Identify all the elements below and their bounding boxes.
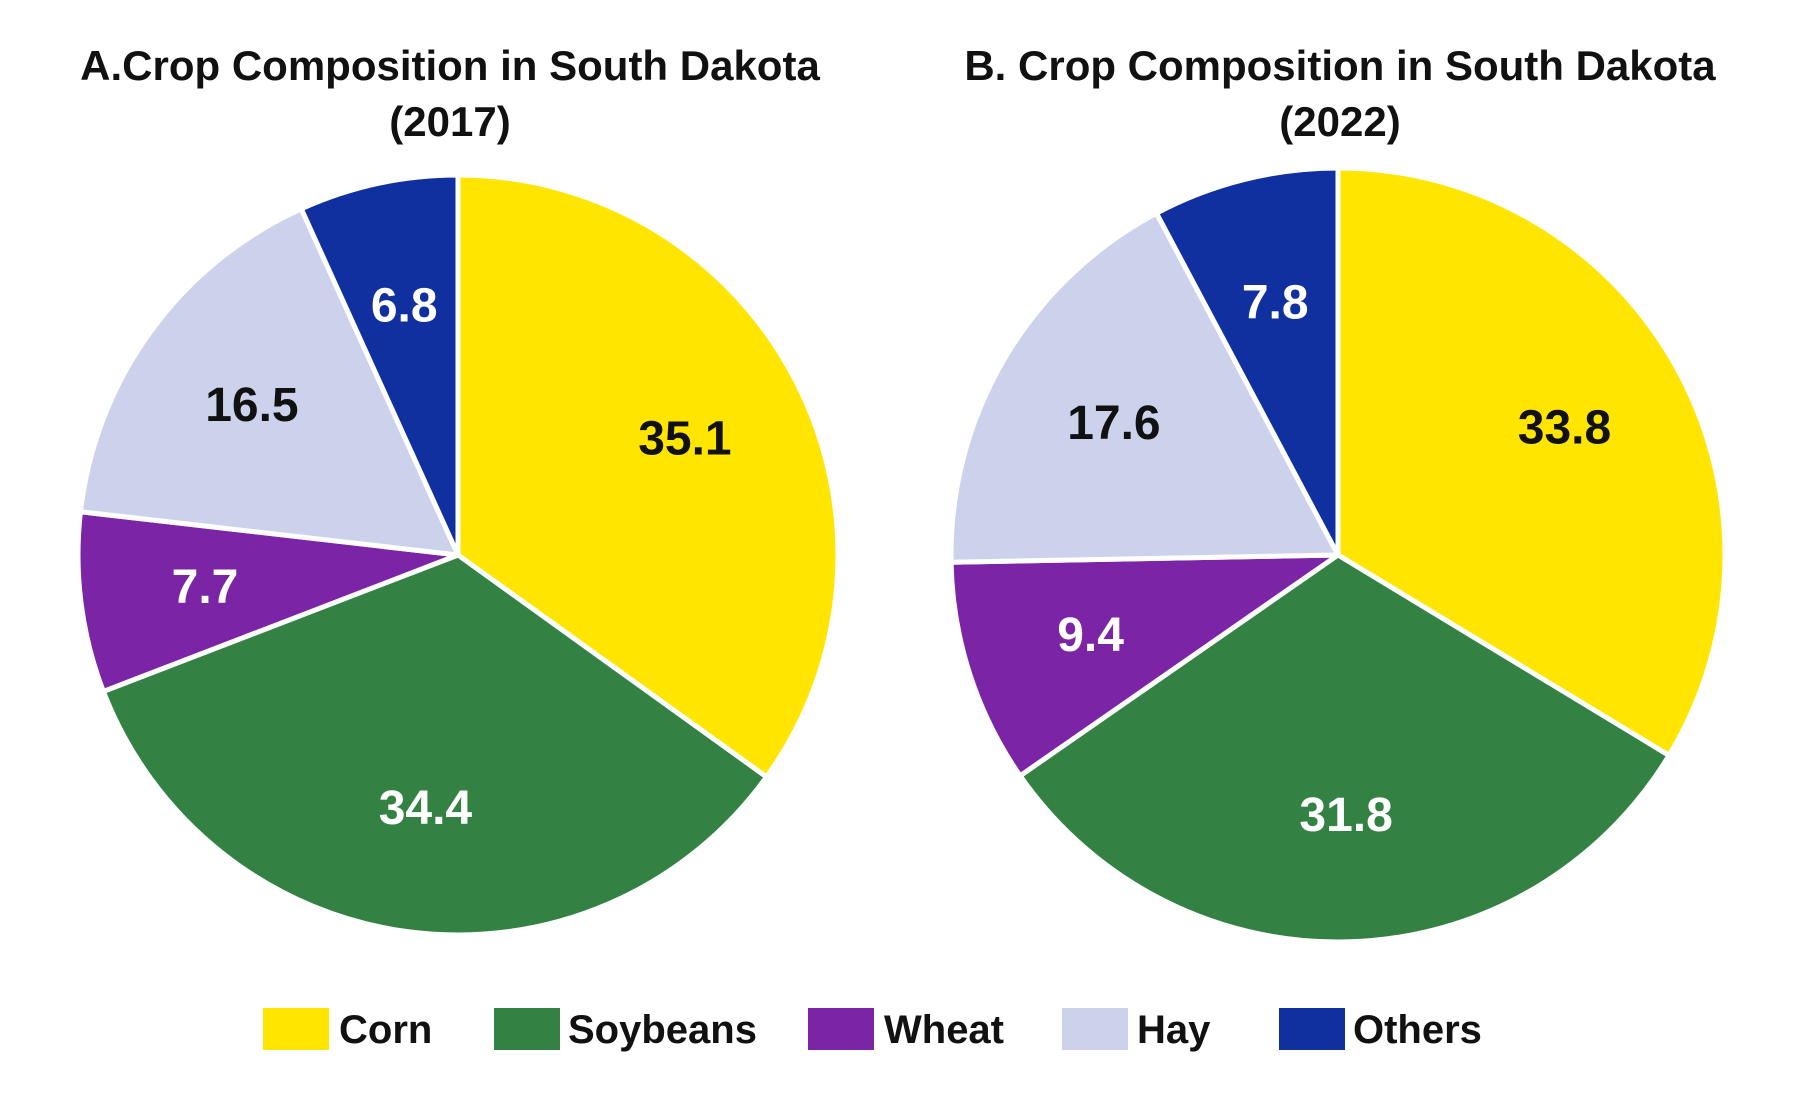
pie-b-slice-others [1154, 165, 1341, 558]
legend-swatch-soybeans [494, 1008, 560, 1050]
legend-swatch-corn [263, 1008, 329, 1050]
pie-a-slice-soybeans [100, 552, 769, 938]
legend-swatch-wheat [808, 1008, 874, 1050]
pie-b-slices [948, 165, 1728, 945]
pie-a-slice-others [298, 172, 461, 558]
legend-swatch-hay [1062, 1008, 1128, 1050]
pie-a-label-soybeans: 34.4 [379, 782, 473, 835]
pie-a-slice-corn [455, 172, 841, 780]
pie-b-labels: 33.8 31.8 9.4 17.6 7.8 [1057, 277, 1611, 842]
pie-a-slice-hay [77, 206, 461, 558]
legend-label-wheat: Wheat [884, 1008, 1004, 1052]
chart-a-title-line2: (2017) [389, 98, 510, 145]
pie-a-label-hay: 16.5 [205, 379, 298, 432]
pie-a-labels: 35.1 34.4 7.7 16.5 6.8 [172, 280, 732, 835]
legend: Corn Soybeans Wheat Hay Others [263, 1008, 1482, 1052]
pie-b-label-soybeans: 31.8 [1299, 789, 1392, 842]
legend-swatch-others [1279, 1008, 1345, 1050]
pie-a-slice-wheat [75, 509, 461, 694]
legend-label-hay: Hay [1137, 1008, 1211, 1052]
legend-label-corn: Corn [339, 1008, 432, 1052]
chart-b-title-line2: (2022) [1279, 98, 1400, 145]
pie-b-label-others: 7.8 [1242, 277, 1309, 330]
pie-b-slice-wheat [948, 552, 1341, 779]
legend-label-soybeans: Soybeans [568, 1008, 757, 1052]
chart-a-title-line1: A.Crop Composition in South Dakota [80, 42, 820, 89]
pie-b-slice-soybeans [1017, 552, 1672, 945]
pie-chart-2017: A.Crop Composition in South Dakota (2017… [75, 42, 841, 938]
pie-chart-2022: B. Crop Composition in South Dakota (202… [948, 42, 1728, 945]
pie-a-label-corn: 35.1 [638, 413, 731, 466]
legend-label-others: Others [1353, 1008, 1482, 1052]
pie-b-label-wheat: 9.4 [1057, 609, 1124, 662]
pie-b-label-corn: 33.8 [1518, 401, 1611, 454]
pie-b-label-hay: 17.6 [1067, 397, 1160, 450]
pie-b-slice-corn [1335, 165, 1728, 758]
pie-b-slice-hay [948, 210, 1341, 565]
chart-b-title-line1: B. Crop Composition in South Dakota [964, 42, 1716, 89]
pie-a-label-wheat: 7.7 [172, 561, 239, 614]
pie-a-label-others: 6.8 [371, 280, 438, 333]
pie-a-slices [75, 172, 841, 938]
